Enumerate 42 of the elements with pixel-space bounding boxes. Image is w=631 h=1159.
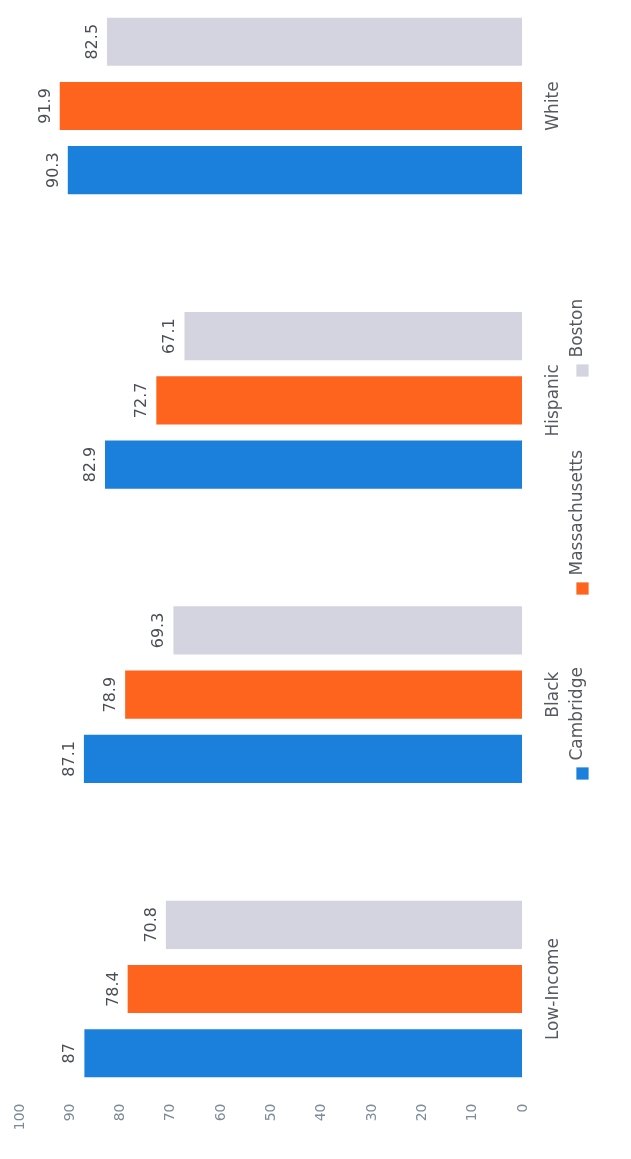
y-tick-label: Black [541,671,562,718]
data-label: 87.1 [58,741,78,777]
data-label: 70.8 [140,907,160,943]
data-label: 69.3 [148,612,168,649]
data-label: 78.9 [100,676,120,713]
bar [83,734,522,783]
text: Boston [566,298,586,358]
x-tick-label: 10 [463,1103,480,1122]
y-tick-label: White [541,81,562,131]
bar [107,17,522,66]
bar [59,81,522,131]
bar [173,606,522,655]
x-tick-label: 40 [312,1103,329,1122]
y-tick-label: Hispanic [541,364,562,437]
x-tick-label: 90 [60,1103,77,1122]
x-tick-label: 30 [362,1103,379,1122]
bar [184,312,522,361]
data-label: 78.4 [102,971,122,1007]
bar [105,440,522,489]
x-tick-label: 70 [161,1103,178,1122]
data-label: 82.9 [80,446,100,483]
data-label: 87 [59,1043,79,1064]
bar [127,964,522,1014]
data-label: 72.7 [131,382,151,419]
bar [165,900,522,949]
x-tick-label: 100 [10,1103,27,1131]
x-tick-label: 60 [211,1103,228,1122]
bar [156,376,522,425]
data-label: 67.1 [159,318,179,354]
x-tick-label: 0 [513,1103,530,1113]
data-label: 82.5 [82,23,102,60]
x-tick-label: 20 [412,1103,429,1122]
text: Massachusetts [566,449,586,576]
y-tick-label: Low-Income [541,937,562,1041]
bar [67,146,522,195]
x-tick-label: 50 [262,1103,278,1122]
x-tick-label: 80 [111,1103,128,1122]
data-label: 90.3 [42,152,62,188]
bar [125,670,522,719]
bar [84,1029,522,1078]
text: Cambridge [566,667,586,761]
data-label: 91.9 [34,88,54,124]
